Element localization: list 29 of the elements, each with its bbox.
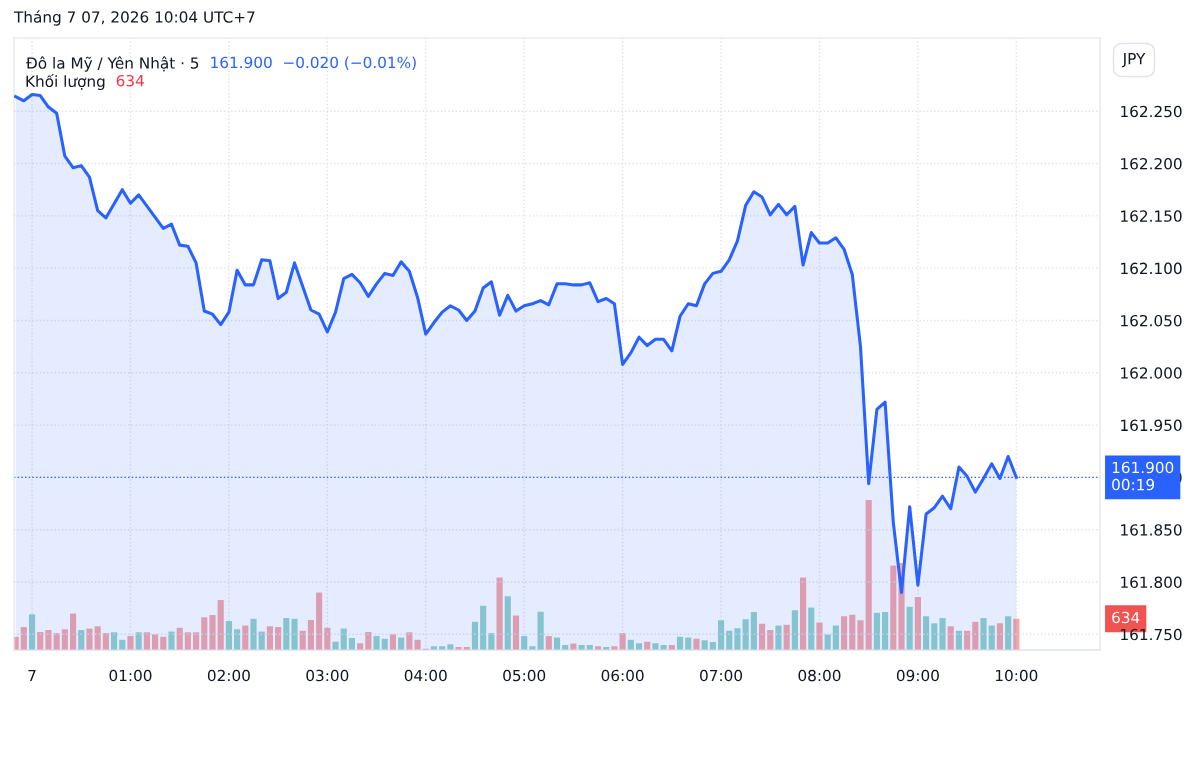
y-axis-title: JPY — [1121, 53, 1146, 68]
x-tick-label: 06:00 — [601, 669, 644, 682]
y-tick-label: 162.000 — [1121, 367, 1182, 379]
y-tick-label: 162.150 — [1121, 210, 1182, 222]
x-tick-label: 10:00 — [996, 669, 1038, 682]
y-tick-label: 162.050 — [1121, 314, 1182, 327]
x-tick-label: 08:00 — [798, 669, 841, 682]
y-tick-label: 162.200 — [1121, 158, 1182, 170]
ref-line-label: 161.900 00:19 — [1112, 461, 1174, 491]
y-tick-label: 161.850 — [1121, 524, 1182, 536]
y-tick-label: 161.950 — [1121, 419, 1182, 432]
text: Đô la Mỹ / Yên Nhật · 5 — [26, 56, 199, 72]
chart-title: Khối lượng — [26, 73, 105, 91]
x-tick-label: 7 — [28, 669, 36, 682]
text: 161.900 −0.020 (−0.01%) — [211, 56, 416, 70]
text: Tháng 7 07, 2026 10:04 UTC+7 — [13, 10, 255, 26]
y-tick-label: 162.250 — [1121, 105, 1182, 118]
x-tick-label: 02:00 — [207, 669, 250, 682]
y-tick-label: 161.800 — [1121, 576, 1182, 589]
text: 634 — [116, 74, 144, 87]
text: 634 — [1112, 611, 1140, 624]
x-tick-label: 07:00 — [700, 669, 743, 682]
x-tick-label: 04:00 — [404, 669, 447, 682]
x-tick-label: 03:00 — [306, 669, 349, 682]
x-tick-label: 09:00 — [896, 669, 939, 682]
x-tick-label: 01:00 — [109, 669, 152, 682]
y-tick-label: 161.750 — [1121, 628, 1182, 641]
x-tick-label: 05:00 — [503, 669, 546, 682]
y-tick-label: 162.100 — [1121, 262, 1182, 275]
